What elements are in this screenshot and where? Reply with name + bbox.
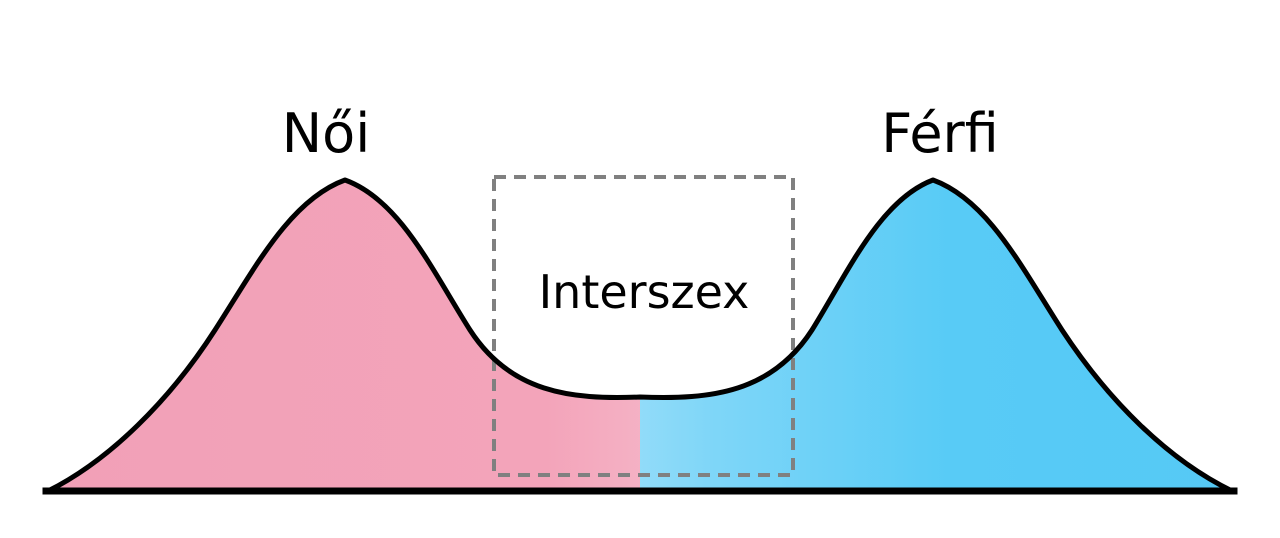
female-area-path <box>48 180 640 491</box>
female-label: Női <box>282 102 370 165</box>
female-distribution-area <box>48 180 640 491</box>
male-area-path <box>640 180 1232 491</box>
distribution-curve-outline <box>45 177 1235 494</box>
male-distribution-area <box>640 180 1232 491</box>
intersex-label: Interszex <box>539 265 750 319</box>
intersex-region-box <box>492 175 795 477</box>
male-label: Férfi <box>881 102 999 165</box>
